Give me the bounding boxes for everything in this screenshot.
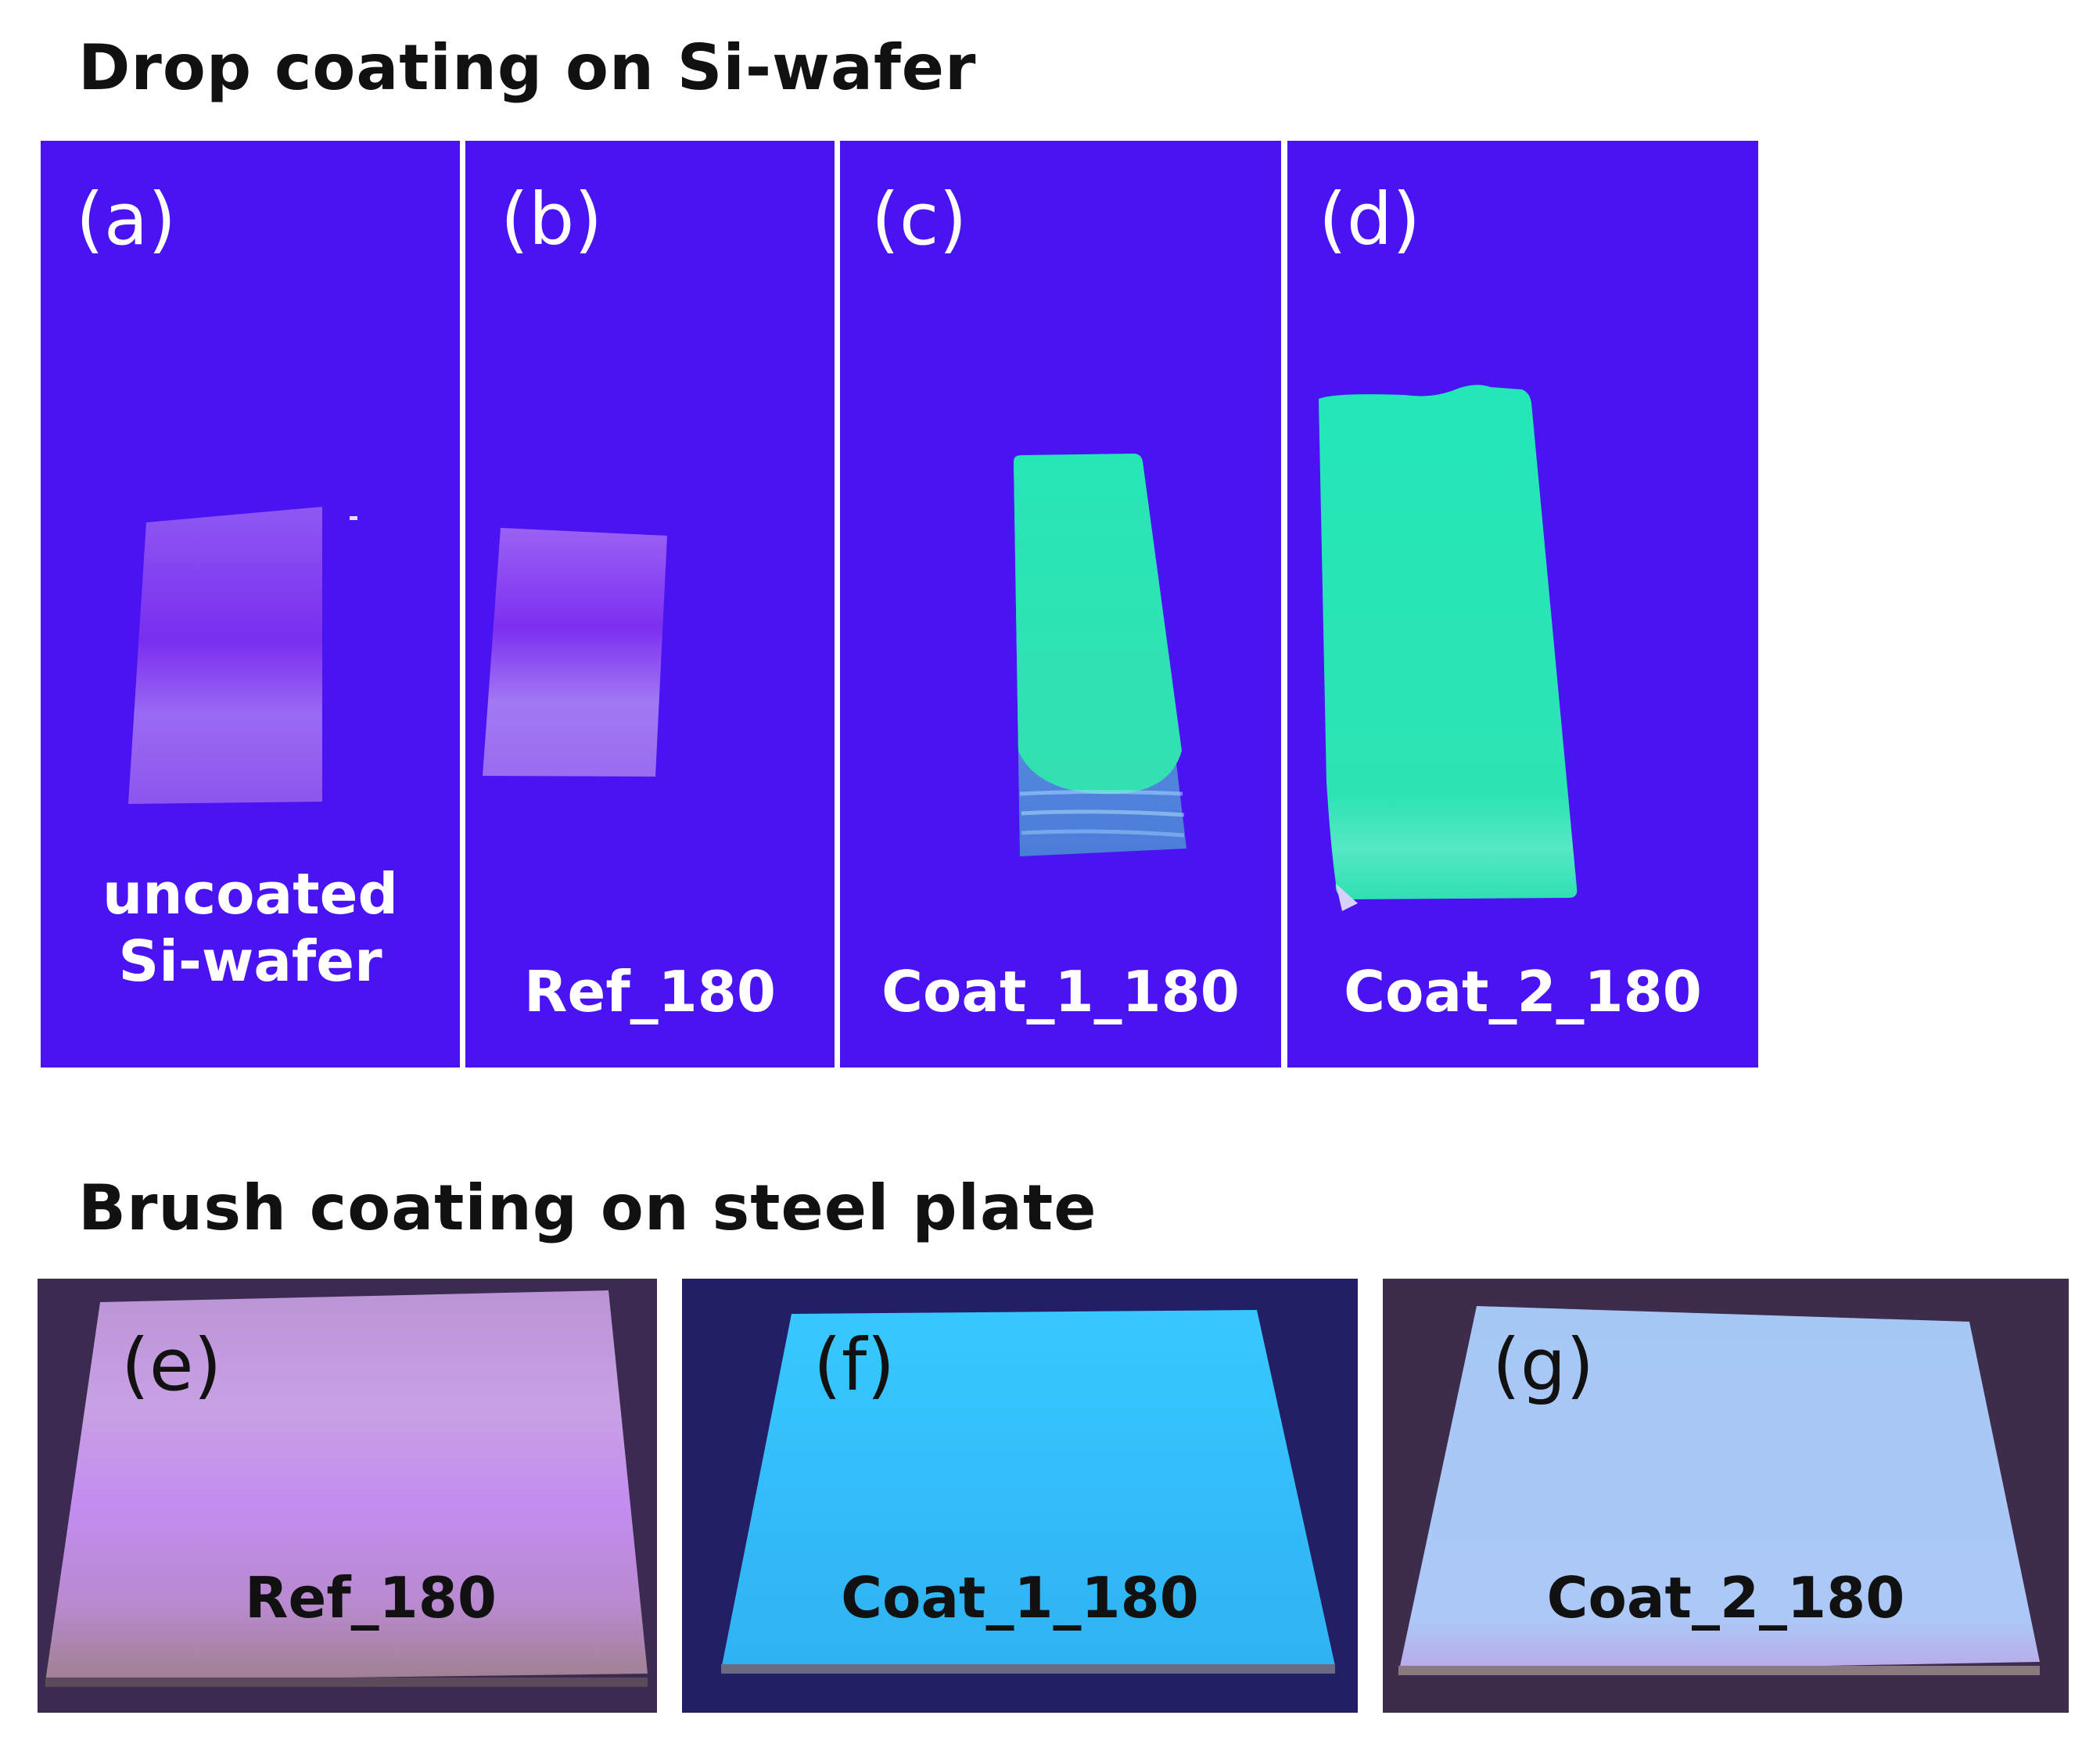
si-wafer-coat-1-photo [1014,454,1186,856]
sample-label-b: Ref_180 [524,959,776,1025]
panel-label-g: (g) [1492,1323,1595,1407]
sample-label-g: Coat_2_180 [1546,1565,1905,1631]
panel-label-c: (c) [871,178,967,261]
panel-label-e: (e) [121,1323,222,1407]
panel-f-coat-1-180: (f) Coat_1_180 [682,1279,1358,1713]
section-title-brush-coating: Brush coating on steel plate [78,1172,1097,1244]
sample-label-a: uncoated Si-wafer [41,860,460,996]
sample-label-c: Coat_1_180 [881,959,1240,1025]
sample-label-e: Ref_180 [245,1565,497,1631]
si-wafer-ref-photo [483,528,667,777]
panel-b-ref-180: (b) Ref_180 [465,141,835,1068]
sample-label-a-line1: uncoated [102,861,399,927]
panel-label-b: (b) [501,178,603,261]
panel-label-a: (a) [76,178,177,261]
panel-c-coat-1-180: (c) Coat_1_180 [840,141,1281,1068]
sample-label-f: Coat_1_180 [841,1565,1199,1631]
panel-label-f: (f) [813,1323,896,1407]
panel-e-ref-180: (e) Ref_180 [38,1279,657,1713]
sample-label-d: Coat_2_180 [1344,959,1702,1025]
panel-g-coat-2-180: (g) Coat_2_180 [1383,1279,2069,1713]
panel-d-coat-2-180: (d) Coat_2_180 [1287,141,1758,1068]
steel-plate-coat-2-photo [1383,1279,2069,1713]
steel-plate-ref-photo [38,1279,657,1713]
steel-plate-coat-1-photo [682,1279,1358,1713]
si-wafer-coat-2-photo [1319,385,1578,911]
section-title-drop-coating: Drop coating on Si-wafer [78,31,977,104]
panel-label-d: (d) [1319,178,1421,261]
sample-label-a-line2: Si-wafer [118,928,382,995]
si-wafer-uncoated-photo [128,507,357,804]
panel-a-uncoated-si-wafer: (a) uncoated Si-wafer [41,141,460,1068]
